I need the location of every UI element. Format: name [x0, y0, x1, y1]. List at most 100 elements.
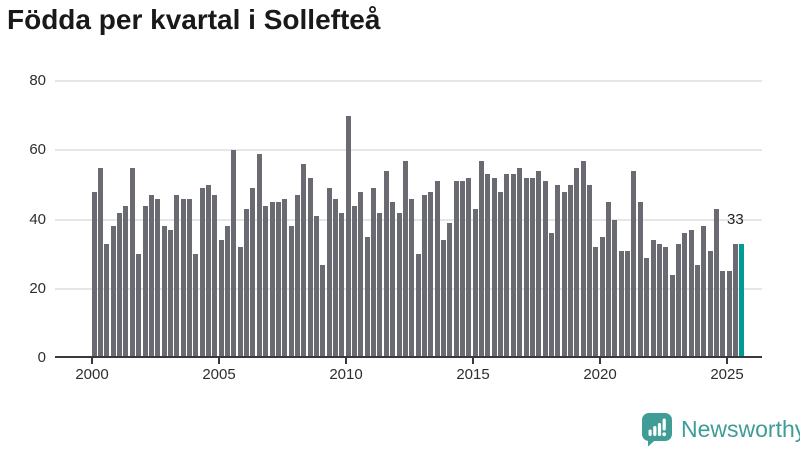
x-axis-line	[55, 356, 762, 358]
bar	[244, 209, 250, 358]
x-axis-tick	[218, 358, 220, 364]
bar	[434, 181, 440, 358]
bar	[364, 236, 370, 358]
bar	[440, 240, 446, 358]
bar	[428, 191, 434, 358]
x-axis-label: 2005	[202, 366, 236, 383]
bar	[593, 247, 599, 358]
bar	[548, 233, 554, 358]
bar	[282, 198, 288, 358]
x-axis-tick	[345, 358, 347, 364]
x-axis-tick	[472, 358, 474, 364]
bar	[675, 243, 681, 358]
bar	[688, 229, 694, 358]
bar	[129, 167, 135, 358]
bar	[180, 198, 186, 358]
bar	[453, 181, 459, 358]
bar	[377, 212, 383, 358]
bar	[701, 226, 707, 358]
bar	[726, 271, 732, 358]
highlighted-bar	[739, 243, 745, 358]
bar	[523, 177, 529, 358]
bar	[123, 205, 129, 358]
bar	[714, 209, 719, 358]
bar	[231, 150, 237, 358]
bar	[199, 188, 205, 358]
bar	[529, 177, 535, 358]
y-axis-label: 40	[29, 210, 46, 228]
bar	[313, 216, 319, 358]
bar	[567, 184, 573, 358]
x-axis-tick	[726, 358, 728, 364]
bar	[206, 184, 211, 358]
bar	[155, 198, 161, 358]
bar	[186, 198, 192, 358]
bar	[618, 250, 624, 358]
bar	[637, 202, 643, 358]
bar	[212, 195, 218, 358]
x-axis-label: 2020	[583, 366, 617, 383]
bar	[612, 219, 618, 358]
y-axis-label: 80	[29, 72, 46, 89]
bar	[555, 184, 561, 358]
bar	[682, 233, 688, 358]
x-axis-label: 2000	[75, 366, 109, 383]
gridline	[55, 287, 762, 290]
bar	[580, 160, 586, 358]
bar	[339, 212, 345, 358]
last-value-label: 33	[727, 211, 744, 228]
bar	[504, 174, 510, 358]
bar	[421, 195, 427, 358]
bar	[167, 229, 173, 358]
gridline	[55, 218, 762, 221]
bar	[402, 160, 408, 358]
bar	[574, 167, 580, 358]
newsworthy-logo-icon	[641, 412, 673, 447]
bar	[466, 177, 472, 358]
bar	[510, 174, 516, 358]
bar	[136, 254, 142, 358]
bar	[656, 243, 662, 358]
bar	[383, 171, 389, 358]
bar	[390, 202, 396, 358]
bar	[498, 191, 504, 358]
bar	[250, 188, 256, 358]
bar	[599, 236, 605, 358]
bar	[371, 188, 377, 358]
newsworthy-logo[interactable]: Newsworthy	[641, 411, 800, 447]
y-axis-label: 0	[37, 349, 46, 366]
bar	[91, 191, 97, 358]
bar	[644, 257, 650, 358]
bar	[288, 226, 294, 358]
bar	[447, 222, 453, 358]
bar	[275, 202, 281, 358]
bar	[269, 202, 275, 358]
bar	[479, 160, 485, 358]
gridline	[55, 80, 762, 82]
bar	[225, 226, 231, 358]
bar	[536, 171, 542, 358]
bar	[98, 167, 104, 358]
gridline	[55, 149, 762, 152]
bar	[161, 226, 167, 358]
bar	[193, 254, 199, 358]
bar	[625, 250, 631, 358]
bar	[561, 191, 567, 358]
bar	[415, 254, 421, 358]
bar	[110, 226, 116, 358]
chart-title: Födda per kvartal i Sollefteå	[7, 4, 381, 35]
bar	[320, 264, 326, 358]
bar	[218, 240, 224, 358]
bar	[587, 184, 592, 358]
bar	[733, 243, 739, 358]
newsworthy-brand-text: Newsworthy	[681, 416, 800, 442]
bar	[606, 202, 612, 358]
bar	[307, 177, 313, 358]
bar	[663, 247, 669, 358]
bar	[491, 177, 497, 358]
bar	[174, 195, 180, 358]
bar	[460, 181, 465, 358]
bar	[301, 164, 307, 358]
bar	[669, 274, 675, 358]
